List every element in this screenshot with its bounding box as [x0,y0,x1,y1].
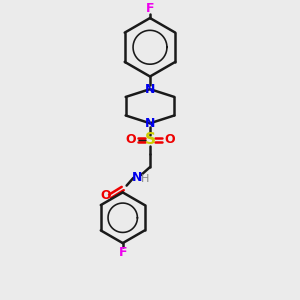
Text: H: H [141,174,149,184]
Text: N: N [145,83,155,96]
Text: O: O [164,133,175,146]
Text: N: N [132,171,142,184]
Text: F: F [146,2,154,15]
Text: F: F [118,246,127,259]
Text: O: O [125,133,136,146]
Text: N: N [145,117,155,130]
Text: O: O [101,189,112,202]
Text: S: S [145,132,155,147]
